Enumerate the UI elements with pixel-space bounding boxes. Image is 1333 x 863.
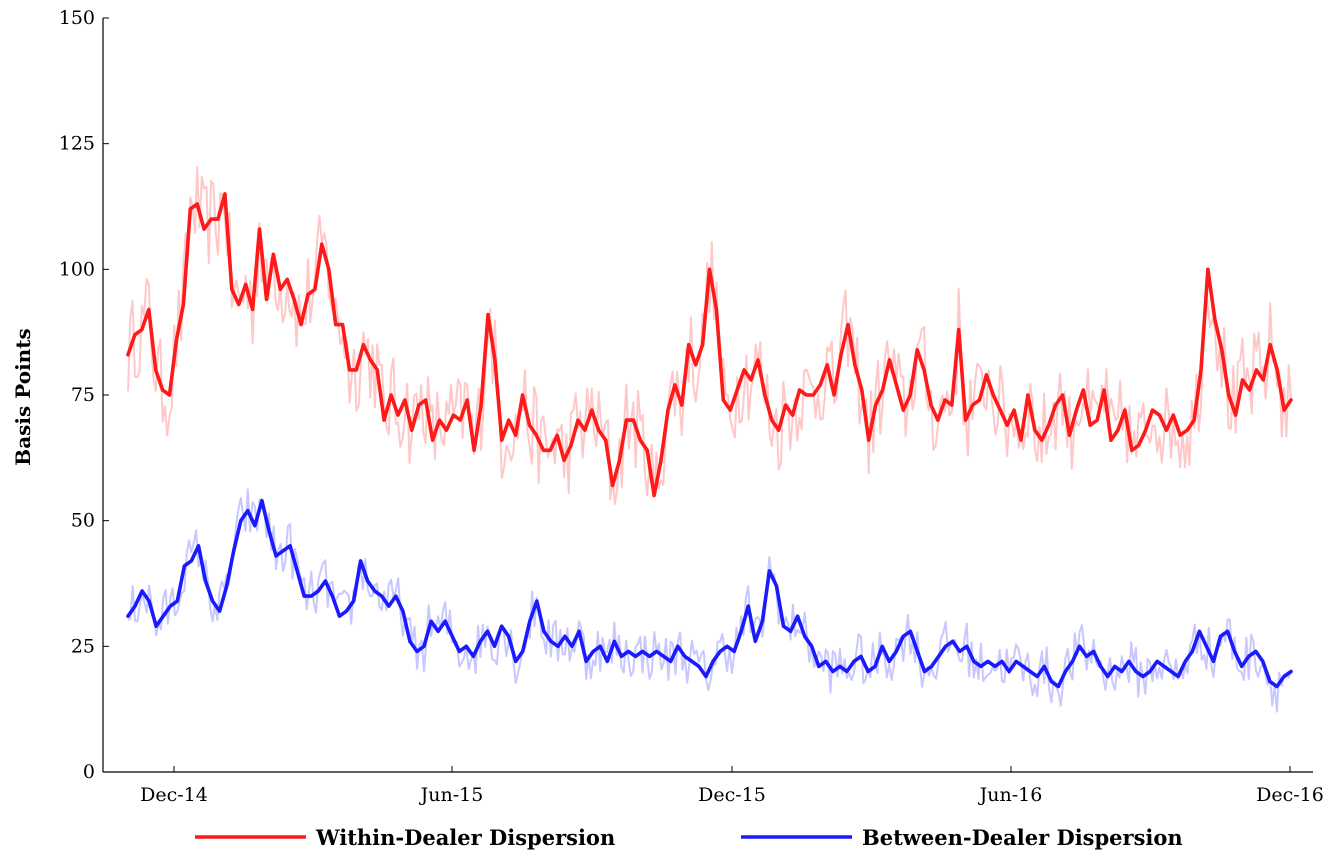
within-dealer-series-line	[126, 192, 1293, 498]
raw-series-layer	[127, 165, 1292, 713]
y-tick-label: 25	[71, 635, 95, 657]
x-tick-label: Dec-14	[140, 784, 208, 806]
x-tick-label: Dec-15	[698, 784, 766, 806]
y-tick-label: 75	[71, 384, 95, 406]
y-tick-label: 50	[71, 510, 95, 532]
y-tick-label: 0	[83, 761, 95, 783]
raw-series-line	[127, 488, 1292, 713]
legend-label: Between-Dealer Dispersion	[862, 825, 1183, 850]
legend: Within-Dealer Dispersion Between-Dealer D…	[195, 825, 1183, 850]
y-tick-label: 100	[59, 258, 95, 280]
y-ticks: 0 25 50 75 100 125 150	[59, 7, 109, 783]
smoothed-series-layer	[126, 192, 1293, 689]
x-tick-label: Dec-16	[1256, 784, 1324, 806]
legend-label: Within-Dealer Dispersion	[315, 825, 615, 850]
x-tick-label: Jun-16	[978, 784, 1043, 806]
x-ticks: Dec-14 Jun-15 Dec-15 Jun-16 Dec-16	[140, 766, 1324, 806]
x-tick-label: Jun-15	[419, 784, 484, 806]
y-axis-title: Basis Points	[11, 328, 35, 465]
between-dealer-series-line	[126, 498, 1293, 689]
y-tick-label: 150	[59, 7, 95, 29]
axes	[102, 18, 1313, 773]
y-tick-label: 125	[59, 133, 95, 155]
raw-series-line	[127, 165, 1292, 505]
